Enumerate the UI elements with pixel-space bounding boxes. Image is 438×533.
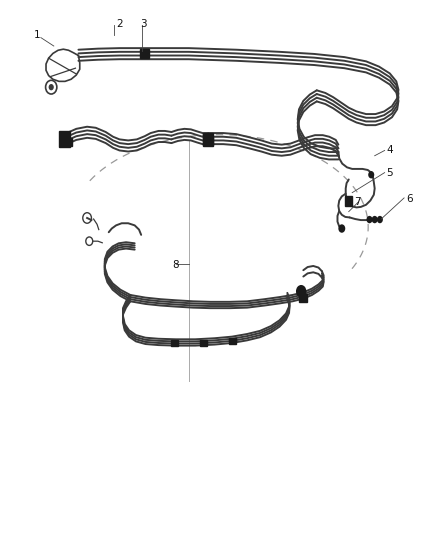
Bar <box>170 340 178 346</box>
Circle shape <box>338 224 345 233</box>
Bar <box>229 338 236 344</box>
Text: 4: 4 <box>386 146 393 156</box>
Circle shape <box>372 216 378 223</box>
Text: 8: 8 <box>173 261 179 270</box>
Text: 7: 7 <box>354 197 361 207</box>
Text: 3: 3 <box>140 19 147 29</box>
Text: 2: 2 <box>116 19 123 29</box>
Circle shape <box>49 84 54 90</box>
Bar <box>345 196 352 206</box>
Bar <box>59 132 70 147</box>
Bar <box>200 340 207 346</box>
Bar <box>140 49 148 58</box>
Bar <box>202 133 213 146</box>
Bar <box>203 137 212 145</box>
Circle shape <box>367 216 372 223</box>
Circle shape <box>296 285 306 297</box>
Text: 6: 6 <box>406 194 413 204</box>
Circle shape <box>377 216 383 223</box>
Text: 5: 5 <box>386 167 393 177</box>
Bar <box>63 138 72 146</box>
Circle shape <box>368 171 374 179</box>
Text: 1: 1 <box>34 30 41 41</box>
Bar <box>300 294 307 302</box>
